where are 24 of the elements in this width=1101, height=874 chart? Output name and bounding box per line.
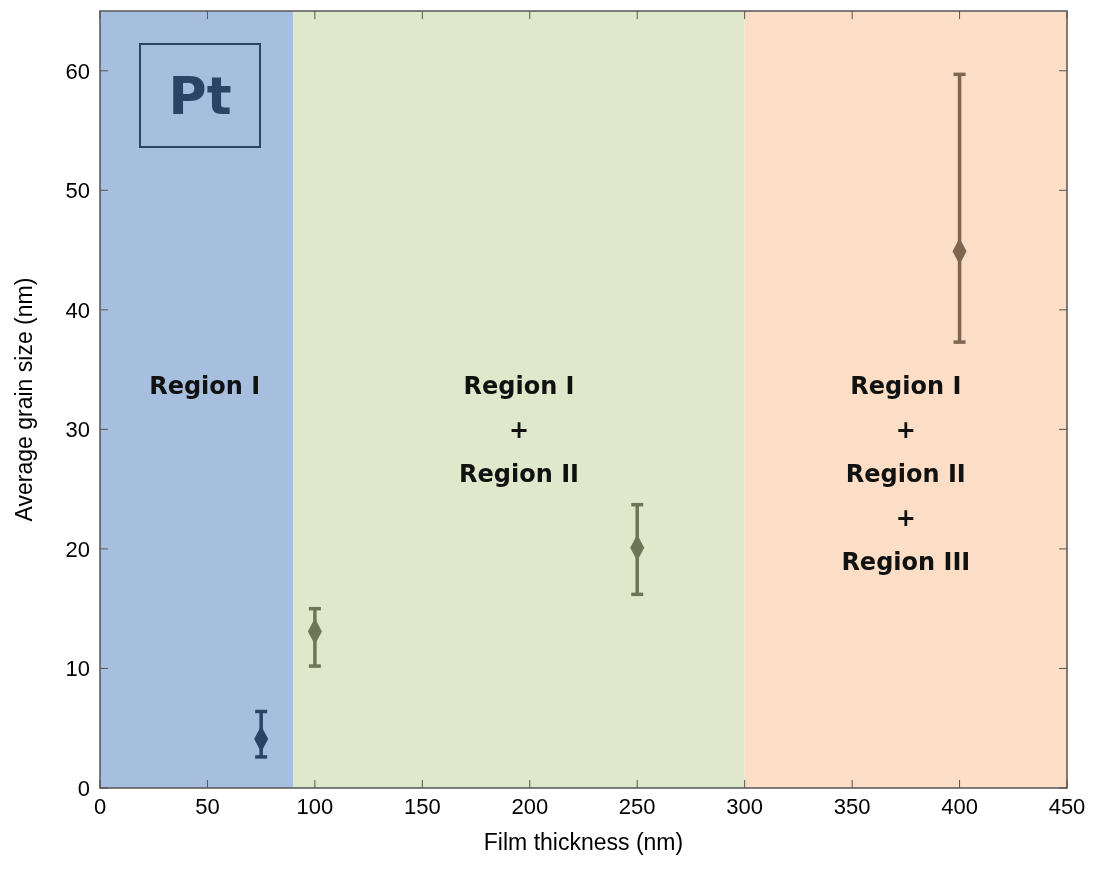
- band-label: Region I: [149, 371, 261, 400]
- y-tick-label: 30: [65, 417, 90, 443]
- x-axis-title: Film thickness (nm): [483, 829, 684, 855]
- band-label: Region I + Region II: [459, 371, 580, 488]
- x-tick-label: 50: [195, 794, 220, 819]
- label-frame: Pt: [139, 43, 261, 148]
- annotation: Pt: [168, 66, 232, 126]
- x-tick-label: 150: [403, 794, 441, 819]
- y-tick-label: 0: [77, 776, 90, 801]
- y-tick-label: 50: [65, 178, 90, 204]
- y-tick-label: 20: [65, 536, 90, 562]
- x-tick-label: 350: [833, 794, 871, 819]
- x-tick-label: 200: [511, 794, 549, 819]
- x-tick-label: 450: [1048, 794, 1086, 819]
- band-label: Region I + Region II + Region III: [841, 371, 971, 576]
- y-tick-label: 10: [65, 656, 90, 682]
- x-tick-label: 250: [618, 794, 656, 819]
- x-tick-label: 0: [93, 794, 107, 819]
- x-tick-label: 400: [941, 794, 978, 819]
- y-tick-label: 40: [65, 297, 90, 323]
- y-axis-title: Average grain size (nm): [11, 277, 37, 522]
- x-tick-label: 100: [296, 794, 334, 819]
- x-tick-label: 300: [726, 794, 764, 819]
- y-tick-label: 60: [65, 58, 90, 84]
